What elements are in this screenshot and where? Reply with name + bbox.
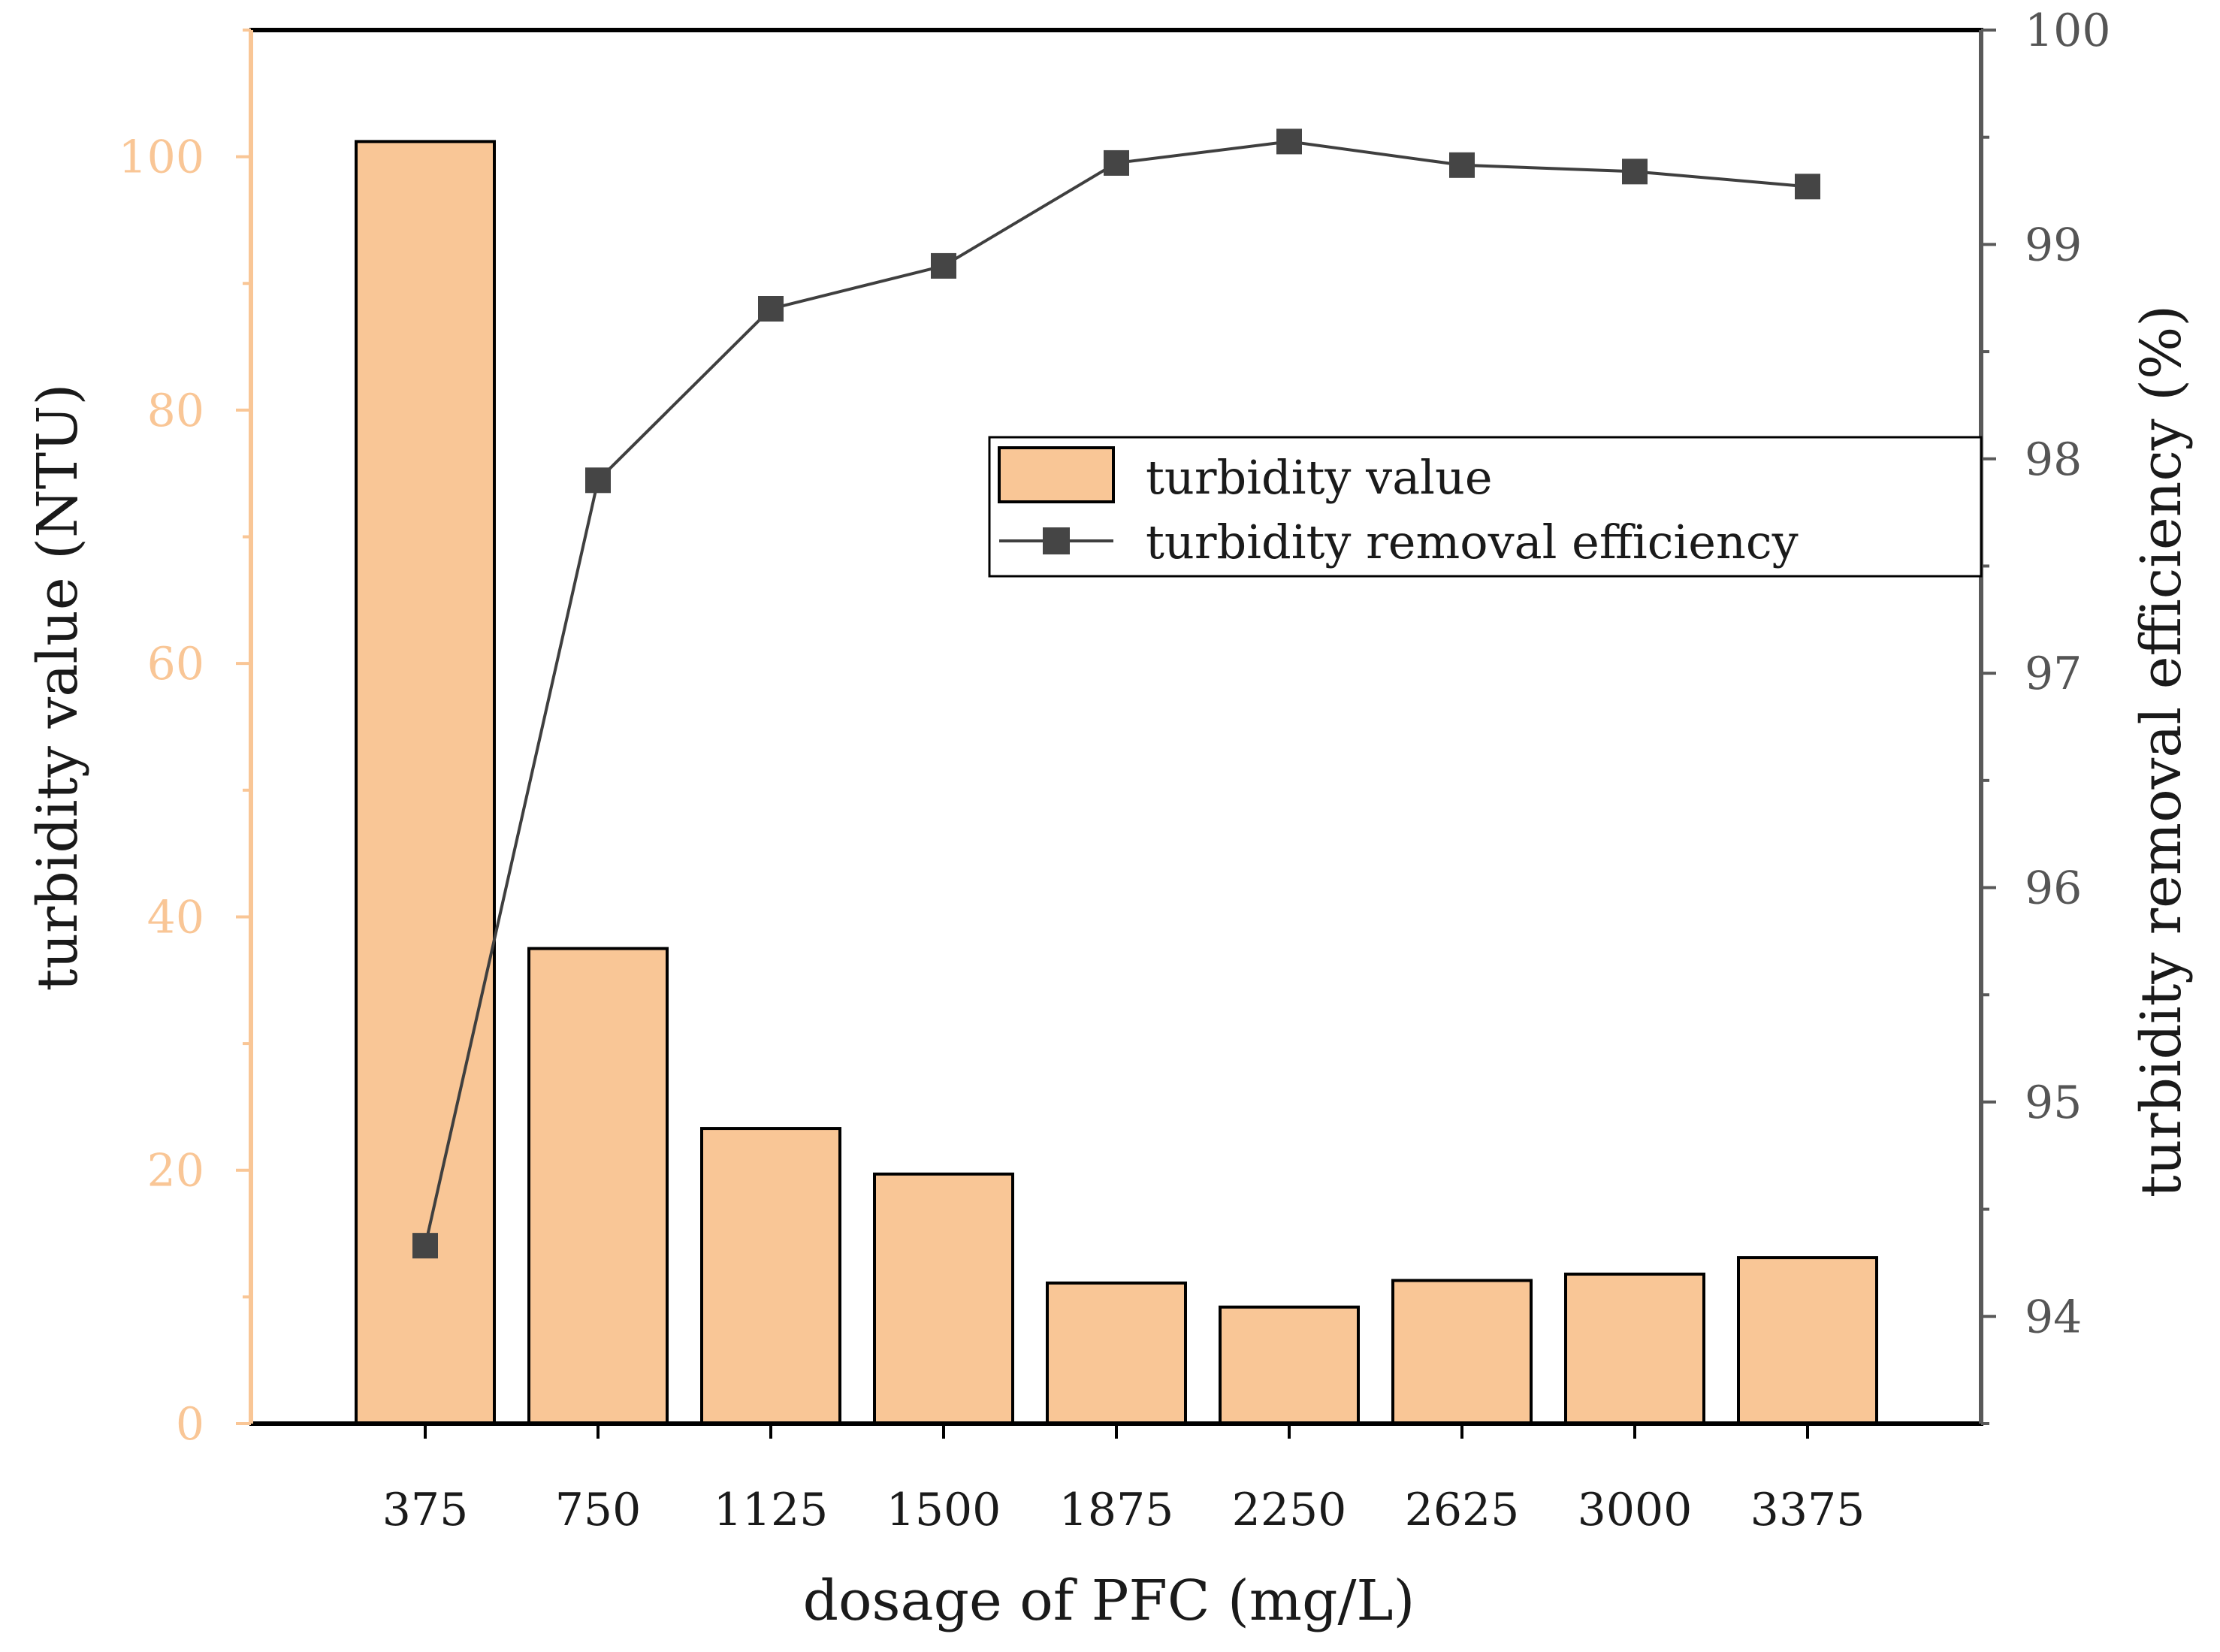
- bar-2625: [1391, 1279, 1533, 1426]
- efficiency-point-750: [585, 467, 611, 494]
- left-y-axis-title: turbidity value (NTU): [26, 384, 90, 992]
- efficiency-point-3000: [1622, 159, 1648, 185]
- x-tick-label-750: 750: [555, 1484, 642, 1536]
- efficiency-point-2625: [1449, 152, 1475, 178]
- legend-line-marker: [1043, 527, 1070, 554]
- legend-label-bars: turbidity value: [1146, 450, 1493, 505]
- efficiency-point-1125: [758, 296, 784, 322]
- legend: turbidity value turbidity removal effici…: [988, 436, 1983, 578]
- left-tick-label-20: 20: [147, 1145, 204, 1197]
- efficiency-point-2250: [1276, 128, 1302, 155]
- right-tick-label-95: 95: [2025, 1077, 2082, 1129]
- right-tick-label-94: 94: [2025, 1291, 2082, 1343]
- x-tick-label-2625: 2625: [1405, 1484, 1520, 1536]
- bar-3375: [1737, 1256, 1878, 1425]
- right-tick-label-99: 99: [2025, 219, 2082, 271]
- left-tick-label-0: 0: [176, 1398, 204, 1451]
- bars-layer: [355, 140, 1878, 1426]
- x-axis-ticks: 375 750 1125 1500 1875 2250 2625 3000 3375: [382, 1424, 1865, 1536]
- line-layer: [412, 128, 1820, 1259]
- x-axis-title: dosage of PFC (mg/L): [803, 1569, 1415, 1633]
- x-tick-label-3375: 3375: [1750, 1484, 1865, 1536]
- x-tick-label-2250: 2250: [1232, 1484, 1347, 1536]
- x-tick-label-1500: 1500: [886, 1484, 1001, 1536]
- x-tick-label-3000: 3000: [1578, 1484, 1693, 1536]
- left-tick-label-80: 80: [147, 385, 204, 437]
- left-tick-label-100: 100: [118, 131, 204, 184]
- right-tick-label-97: 97: [2025, 648, 2082, 700]
- bar-3000: [1564, 1273, 1705, 1425]
- efficiency-point-1500: [931, 252, 956, 279]
- legend-box: [988, 436, 1983, 578]
- legend-bar-swatch: [998, 446, 1115, 503]
- left-tick-label-40: 40: [147, 891, 204, 944]
- efficiency-point-3375: [1795, 174, 1820, 200]
- efficiency-point-1875: [1104, 149, 1129, 176]
- x-tick-label-375: 375: [382, 1484, 469, 1536]
- x-tick-label-1875: 1875: [1059, 1484, 1174, 1536]
- bar-750: [527, 947, 669, 1425]
- right-y-axis-title: turbidity removal efficiency (%): [2129, 305, 2194, 1197]
- x-tick-label-1125: 1125: [714, 1484, 829, 1536]
- bar-2250: [1219, 1305, 1360, 1425]
- bar-1875: [1046, 1281, 1187, 1425]
- bar-1125: [700, 1127, 841, 1425]
- right-axis-ticks: 94 95 96 97 98 99 100: [1981, 5, 2111, 1425]
- efficiency-point-375: [412, 1233, 438, 1259]
- right-tick-label-100: 100: [2025, 5, 2111, 57]
- right-tick-label-96: 96: [2025, 862, 2082, 915]
- bar-375: [355, 140, 496, 1425]
- left-tick-label-60: 60: [147, 638, 204, 690]
- legend-label-line: turbidity removal efficiency: [1146, 515, 1799, 569]
- left-axis-ticks: 0 20 40 60 80 100: [118, 29, 251, 1451]
- right-tick-label-98: 98: [2025, 433, 2082, 486]
- bar-1500: [873, 1172, 1014, 1425]
